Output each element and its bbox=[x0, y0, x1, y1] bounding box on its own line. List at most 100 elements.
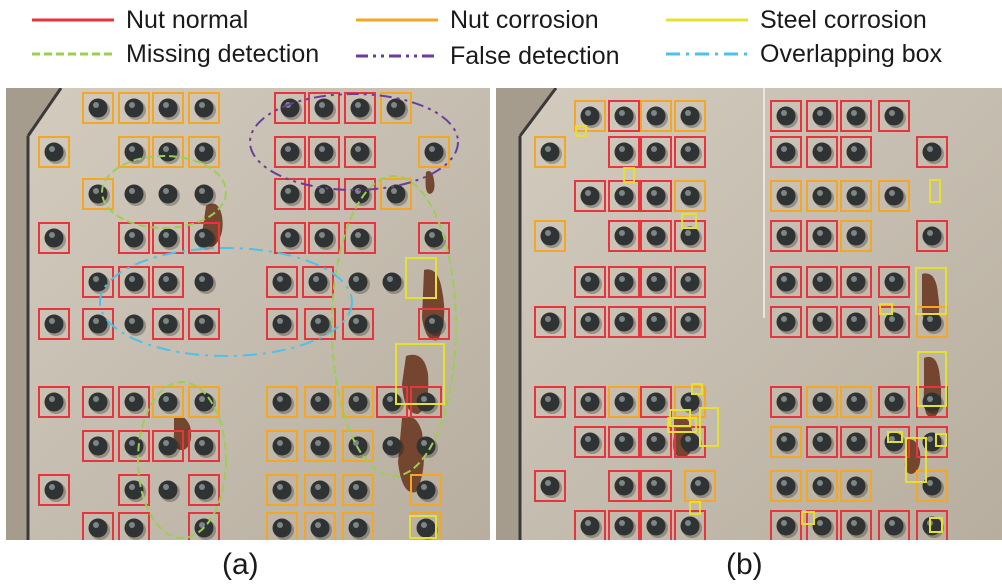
nut bbox=[812, 272, 832, 292]
nut-highlight bbox=[129, 318, 135, 324]
nut-normal-box bbox=[640, 266, 672, 298]
nut-highlight bbox=[651, 230, 657, 236]
nut-normal-box bbox=[806, 510, 838, 540]
nut-highlight bbox=[199, 146, 205, 152]
nut-highlight bbox=[817, 480, 823, 486]
nut-highlight bbox=[391, 188, 397, 194]
nut bbox=[308, 272, 328, 292]
legend-line-nut-normal bbox=[32, 18, 114, 22]
nut-normal-box bbox=[574, 180, 606, 212]
nut bbox=[194, 142, 214, 162]
nut-corrosion-box bbox=[380, 92, 412, 124]
nut-highlight bbox=[889, 110, 895, 116]
nut-highlight bbox=[651, 520, 657, 526]
nut bbox=[416, 518, 436, 538]
nut-corrosion-box bbox=[342, 386, 374, 418]
nut bbox=[386, 184, 406, 204]
nut bbox=[922, 476, 942, 496]
nut bbox=[310, 314, 330, 334]
nut bbox=[884, 272, 904, 292]
nut-normal-box bbox=[308, 92, 340, 124]
nut bbox=[124, 184, 144, 204]
nut bbox=[922, 312, 942, 332]
nut bbox=[280, 98, 300, 118]
plate-edge-line bbox=[518, 88, 558, 137]
nut-highlight bbox=[927, 146, 933, 152]
nut-normal-box bbox=[806, 266, 838, 298]
nut-highlight bbox=[429, 146, 435, 152]
nut-corrosion-box bbox=[304, 512, 336, 540]
nut-highlight bbox=[651, 190, 657, 196]
nut-normal-box bbox=[878, 306, 910, 338]
nut bbox=[680, 516, 700, 536]
nut-normal-box bbox=[534, 306, 566, 338]
nut-normal-box bbox=[152, 430, 184, 462]
nut-normal-box bbox=[770, 100, 802, 132]
nut-highlight bbox=[315, 318, 321, 324]
nut bbox=[124, 98, 144, 118]
nut-highlight bbox=[685, 110, 691, 116]
nut-normal-box bbox=[82, 308, 114, 340]
nut-highlight bbox=[285, 188, 291, 194]
nut bbox=[348, 480, 368, 500]
nut-normal-box bbox=[574, 510, 606, 540]
nut-highlight bbox=[685, 146, 691, 152]
nut bbox=[44, 314, 64, 334]
nut bbox=[922, 392, 942, 412]
nut-highlight bbox=[889, 520, 895, 526]
nut-normal-box bbox=[118, 512, 150, 540]
legend-item-nut-corrosion: Nut corrosion bbox=[356, 2, 599, 38]
nut-normal-box bbox=[608, 470, 640, 502]
nut-normal-box bbox=[188, 512, 220, 540]
nut-highlight bbox=[619, 436, 625, 442]
nut bbox=[158, 272, 178, 292]
nut-normal-box bbox=[344, 222, 376, 254]
nut-highlight bbox=[619, 520, 625, 526]
steel-corrosion-box bbox=[929, 517, 943, 533]
nut-highlight bbox=[93, 188, 99, 194]
nut-corrosion-box bbox=[342, 512, 374, 540]
nut-normal-box bbox=[840, 266, 872, 298]
nut bbox=[680, 186, 700, 206]
nut-highlight bbox=[585, 276, 591, 282]
nut bbox=[44, 228, 64, 248]
nut-corrosion-box bbox=[266, 512, 298, 540]
nut-highlight bbox=[619, 190, 625, 196]
nut bbox=[812, 186, 832, 206]
nut-highlight bbox=[619, 316, 625, 322]
nut-corrosion-box bbox=[916, 470, 948, 502]
nut-normal-box bbox=[152, 222, 184, 254]
legend-line-steel-corrosion bbox=[666, 18, 748, 22]
nut bbox=[580, 312, 600, 332]
nut-highlight bbox=[199, 522, 205, 528]
nut bbox=[776, 476, 796, 496]
nut-highlight bbox=[817, 146, 823, 152]
nut-highlight bbox=[387, 276, 393, 282]
nut bbox=[272, 314, 292, 334]
nut-highlight bbox=[889, 190, 895, 196]
legend-line-false-detection bbox=[356, 54, 438, 58]
steel-corrosion-box bbox=[405, 257, 437, 299]
nut-corrosion-box bbox=[266, 386, 298, 418]
steel-corrosion-box bbox=[929, 179, 941, 203]
nut bbox=[386, 98, 406, 118]
nut-corrosion-box bbox=[304, 474, 336, 506]
nut-highlight bbox=[421, 440, 427, 446]
nut-highlight bbox=[129, 484, 135, 490]
nut-highlight bbox=[817, 520, 823, 526]
nut-corrosion-box bbox=[266, 430, 298, 462]
missing-detection-ellipse bbox=[137, 381, 227, 539]
nut-normal-box bbox=[840, 426, 872, 458]
nut-normal-box bbox=[118, 266, 150, 298]
nut bbox=[812, 432, 832, 452]
nut bbox=[540, 226, 560, 246]
nut bbox=[88, 272, 108, 292]
nut-normal-box bbox=[640, 386, 672, 418]
nut-normal-box bbox=[770, 136, 802, 168]
steel-corrosion-box bbox=[917, 351, 947, 407]
nut bbox=[424, 314, 444, 334]
nut-highlight bbox=[585, 520, 591, 526]
nut bbox=[614, 226, 634, 246]
nut-highlight bbox=[93, 396, 99, 402]
nut-highlight bbox=[781, 276, 787, 282]
